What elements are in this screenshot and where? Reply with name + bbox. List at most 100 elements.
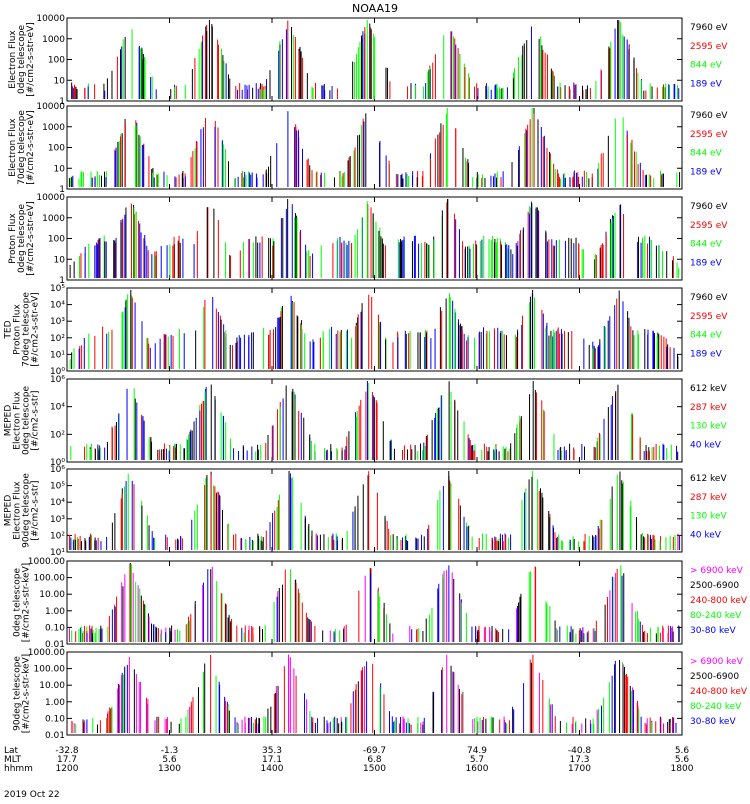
y-tick-label: 10² — [50, 334, 65, 344]
y-tick-label: 10⁵ — [50, 284, 65, 294]
footer-value: 17.7 — [57, 755, 77, 765]
y-tick-label: 1 — [59, 185, 65, 195]
y-axis-label: 0deg telescope — [13, 568, 23, 638]
legend-entry: 7960 eV — [690, 111, 728, 121]
legend-entry: 30-80 keV — [690, 717, 736, 727]
y-tick-label: 10⁴ — [50, 403, 65, 413]
footer-value: 5.7 — [470, 755, 484, 765]
y-tick-label: 10⁵ — [50, 482, 65, 492]
footer-value: 1800 — [671, 764, 694, 774]
y-tick-label: 10⁴ — [50, 301, 65, 311]
y-tick-label: 0.01 — [45, 731, 65, 741]
y-axis-label: 0deg telescope — [17, 25, 27, 95]
y-tick-label: 10² — [50, 531, 65, 541]
y-tick-label: 10² — [50, 430, 65, 440]
footer-value: 1700 — [568, 764, 591, 774]
legend-entry: 2595 eV — [690, 130, 728, 140]
data-marks — [69, 290, 679, 369]
y-tick-label: 10⁴ — [50, 498, 65, 508]
footer-value: 5.6 — [675, 755, 690, 765]
y-axis-label: MEPED — [4, 495, 14, 527]
footer-value: 1400 — [261, 764, 284, 774]
figure-title: NOAA19 — [352, 2, 398, 15]
y-tick-label: 1000.00 — [28, 557, 65, 567]
y-axis-label: [#/cm2-s-str-eV] — [26, 201, 36, 276]
footer-row-label: hhmm — [4, 764, 33, 774]
footer-value: 17.3 — [569, 755, 589, 765]
y-axis-label: [#/cm2-s-str-eV] — [26, 22, 36, 97]
y-axis-label: MEPED — [4, 405, 14, 437]
footer-value: 74.9 — [467, 746, 487, 756]
legend-entry: 189 eV — [690, 349, 723, 359]
y-axis-label: 70deg telescope — [17, 110, 27, 185]
panel-6: 10¹ 10² 10³ 10⁴ 10⁵ 10⁶ MEPED Electron Flux 90de… — [4, 465, 728, 558]
y-tick-label: 10⁰ — [50, 367, 65, 377]
legend-entry: 40 keV — [690, 440, 722, 450]
y-tick-label: 100 — [48, 235, 65, 245]
y-tick-label: 10³ — [50, 515, 65, 525]
legend-entry: 287 keV — [690, 493, 727, 503]
data-marks — [68, 563, 680, 642]
legend-entry: 30-80 keV — [690, 626, 736, 636]
legend-entry: 2595 eV — [690, 42, 728, 52]
y-tick-label: 10 — [54, 164, 66, 174]
legend-entry: 2595 eV — [690, 312, 728, 322]
panel-frame — [66, 468, 683, 553]
legend-entry: 844 eV — [690, 240, 723, 250]
legend-entry: 7960 eV — [690, 293, 728, 303]
footer-value: 1500 — [363, 764, 386, 774]
y-tick-label: 10 — [54, 255, 66, 265]
panel-4: 10⁰ 10¹ 10² 10³ 10⁴ 10⁵ TED Proton Flux 70deg te… — [4, 284, 729, 377]
legend-entry: 189 eV — [690, 258, 723, 268]
y-axis-label: Electron Flux — [8, 118, 18, 177]
figure-date: 2019 Oct 22 — [4, 790, 60, 800]
legend-entry: 80-240 keV — [690, 702, 742, 712]
footer-axis-labels: Lat -32.8 -1.3 35.3 -69.7 74.9 -40.8 5.6 MLT 17.7… — [4, 746, 694, 774]
footer-row-label: Lat — [4, 746, 19, 756]
panel-2: 1 10 100 1000 10000 Electron Flux 70deg telesc… — [8, 102, 728, 195]
y-axis-label: Electron Flux — [13, 391, 23, 450]
panel-frame — [66, 196, 683, 281]
y-axis-label: [#/cm2-s-str-eV] — [31, 292, 41, 367]
footer-value: 1600 — [466, 764, 489, 774]
data-marks — [68, 108, 681, 187]
y-axis-label: 90deg telescope — [13, 656, 23, 731]
y-tick-label: 0.10 — [45, 623, 65, 633]
legend-entry: 189 eV — [690, 79, 723, 89]
footer-value: 17.1 — [262, 755, 282, 765]
footer-value: 6.8 — [367, 755, 382, 765]
y-tick-label: 100 — [48, 144, 65, 154]
y-tick-label: 10¹ — [50, 548, 65, 558]
footer-value: -1.3 — [161, 746, 179, 756]
y-tick-label: 100.00 — [34, 574, 66, 584]
panel-3: 1 10 100 1000 10000 Proton Flux 0deg telescope… — [8, 193, 728, 286]
y-tick-label: 10000 — [36, 14, 65, 24]
data-marks — [71, 20, 680, 99]
legend-entry: 80-240 keV — [690, 611, 742, 621]
legend-entry: 189 eV — [690, 167, 723, 177]
y-axis-label: TED — [4, 320, 14, 339]
y-axis-label: [#/cm2-s-str-keV] — [22, 654, 32, 733]
panel-frame — [66, 651, 683, 736]
legend-entry: 844 eV — [690, 61, 723, 71]
footer-row-label: MLT — [4, 755, 22, 765]
y-tick-label: 100 — [48, 56, 65, 66]
y-tick-label: 1.00 — [45, 698, 65, 708]
panel-8: 0.01 0.10 1.00 10.00 100.00 1000.00 90deg tele… — [13, 648, 748, 741]
y-axis-label: Electron Flux — [8, 30, 18, 89]
panel-frame — [66, 105, 683, 190]
legend-entry: 612 keV — [690, 474, 727, 484]
legend-entry: 2500-6900 — [690, 672, 739, 682]
y-axis-label: [#/cm2-s-str-eV] — [26, 110, 36, 185]
legend-entry: 287 keV — [690, 403, 727, 413]
footer-value: 1300 — [158, 764, 181, 774]
y-tick-label: 10⁶ — [50, 465, 65, 475]
legend-entry: 844 eV — [690, 149, 723, 159]
panel-7: 0.01 0.10 1.00 10.00 100.00 1000.00 0deg teles… — [13, 557, 748, 650]
y-tick-label: 10000 — [36, 102, 65, 112]
y-tick-label: 1000 — [42, 214, 65, 224]
legend-entry: > 6900 keV — [690, 566, 744, 576]
